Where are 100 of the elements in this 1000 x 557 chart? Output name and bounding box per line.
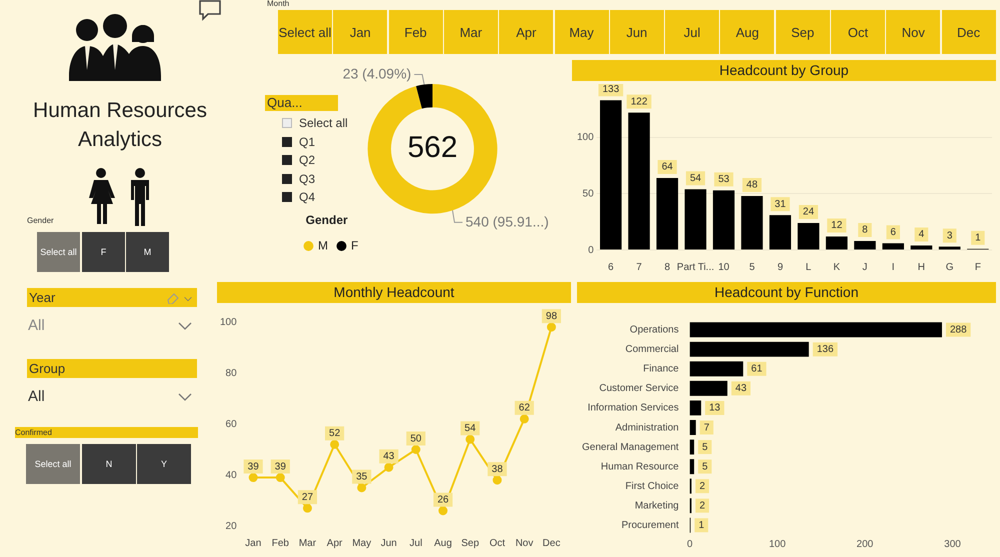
x-tick-label: Jun: [380, 538, 397, 549]
bar: [712, 190, 735, 250]
y-tick-label: 20: [226, 520, 238, 532]
bar: [684, 189, 706, 250]
text: Apr: [499, 10, 554, 54]
point: [302, 504, 312, 513]
x-tick-label: 7: [636, 262, 642, 273]
bar: [854, 240, 876, 250]
text: Sep: [776, 10, 830, 54]
x-tick-label: G: [946, 262, 954, 273]
y-tick-label: Finance: [643, 364, 680, 375]
x-tick-label: 100: [768, 538, 786, 550]
data-label: 5: [702, 461, 708, 472]
x-tick-label: 300: [944, 538, 962, 550]
legend-label: M: [318, 238, 328, 252]
data-label: 5: [702, 442, 708, 453]
y-tick-label: First Choice: [625, 480, 680, 492]
text: Jun: [610, 10, 664, 54]
text: Nov: [886, 10, 940, 54]
x-tick-label: Part Ti...: [676, 262, 714, 273]
x-tick-label: 0: [686, 538, 693, 550]
y-tick-label: 40: [226, 470, 238, 481]
y-tick-label: Procurement: [621, 520, 679, 531]
text: N: [82, 444, 136, 484]
y-tick-label: Information Services: [588, 402, 679, 414]
point: [520, 414, 529, 424]
data-label: 133: [602, 84, 620, 95]
data-label: 2: [699, 480, 706, 492]
bar: [690, 342, 809, 357]
x-tick-label: 10: [718, 262, 730, 273]
y-tick-label: Commercial: [625, 344, 679, 356]
bar: [600, 100, 622, 250]
text: Q1: [298, 134, 316, 150]
text: Q2: [298, 152, 316, 168]
text: All: [28, 316, 46, 336]
point: [357, 483, 366, 492]
y-tick-label: 100: [220, 316, 238, 328]
x-tick-label: 8: [664, 262, 670, 273]
point: [546, 322, 556, 332]
y-tick-label: Customer Service: [599, 383, 680, 394]
legend-label: F: [350, 238, 358, 252]
text: Select all: [298, 115, 349, 131]
data-label: 64: [662, 162, 674, 173]
data-label: 48: [746, 180, 758, 191]
x-tick-label: Mar: [298, 538, 317, 549]
point: [330, 440, 340, 449]
text: Dec: [942, 10, 996, 54]
text: Y: [137, 444, 191, 484]
data-label: 540 (95.91...): [466, 213, 549, 230]
x-tick-label: Jul: [410, 538, 422, 549]
bar: [690, 322, 942, 338]
data-label: 23 (4.09%): [342, 65, 412, 82]
x-tick-label: Sep: [461, 538, 480, 549]
y-tick-label: Human Resource: [600, 461, 680, 472]
bar: [690, 361, 744, 376]
data-label: 24: [802, 206, 814, 218]
data-label: 54: [690, 172, 702, 184]
data-label: 4: [918, 229, 925, 240]
data-label: 98: [546, 310, 558, 322]
y-tick-label: Operations: [630, 324, 679, 336]
text: Qua...: [265, 95, 338, 111]
y-tick-label: Marketing: [634, 500, 679, 512]
x-tick-label: J: [862, 262, 868, 273]
data-label: 1: [698, 520, 705, 531]
text: Q3: [298, 170, 316, 186]
bar: [741, 196, 763, 250]
point: [466, 434, 475, 444]
text: Human Resources Analytics: [32, 98, 208, 153]
x-tick-label: Nov: [515, 538, 534, 549]
bar: [826, 236, 848, 250]
bar: [882, 243, 904, 250]
x-tick-label: H: [918, 262, 926, 273]
text: 562: [407, 131, 458, 164]
data-label: 43: [383, 451, 395, 462]
bar: [938, 246, 960, 250]
text: Q4: [298, 189, 316, 205]
data-label: 288: [950, 324, 968, 336]
data-label: 122: [630, 96, 648, 108]
data-label: 38: [492, 464, 504, 475]
data-label: 50: [410, 433, 422, 444]
bar: [690, 459, 694, 474]
x-tick-label: 6: [608, 262, 614, 273]
data-label: 62: [518, 402, 530, 414]
data-label: 3: [946, 230, 953, 242]
x-tick-label: 5: [749, 262, 756, 273]
x-tick-label: May: [352, 538, 372, 549]
data-label: 26: [437, 494, 450, 506]
text: Feb: [388, 10, 443, 54]
x-tick-label: Feb: [272, 538, 290, 549]
data-label: 43: [735, 383, 747, 394]
data-label: 39: [274, 461, 286, 472]
data-label: 53: [718, 174, 730, 186]
bar: [656, 178, 678, 250]
bar: [690, 420, 696, 435]
chart-title: Headcount by Function: [577, 282, 996, 303]
bar: [690, 400, 702, 416]
point: [438, 506, 448, 516]
bar: [910, 245, 932, 250]
text: Aug: [720, 10, 774, 54]
x-tick-label: K: [833, 262, 840, 273]
